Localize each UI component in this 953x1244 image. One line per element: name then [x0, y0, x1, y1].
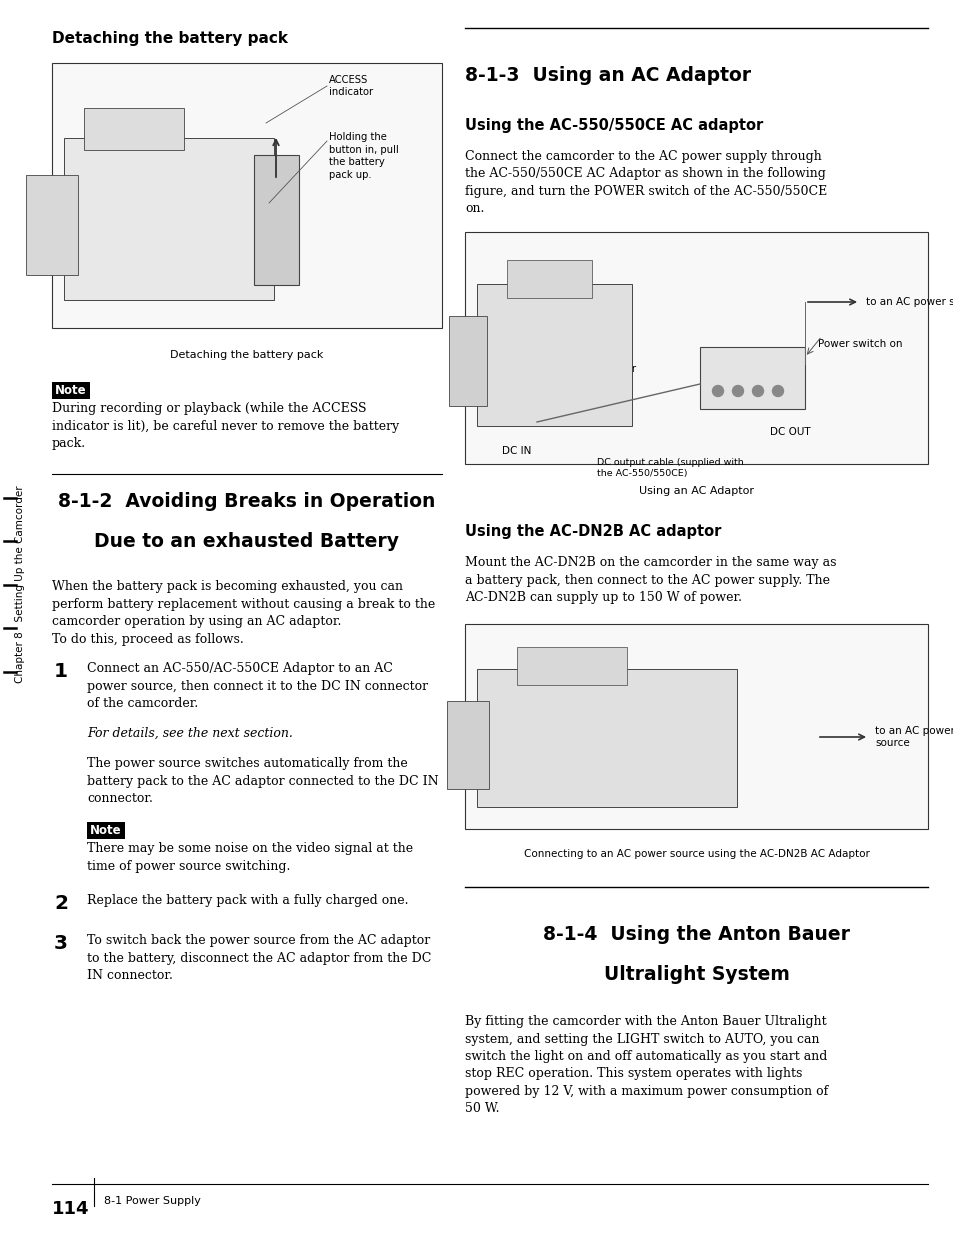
Text: 3: 3	[54, 934, 68, 953]
Bar	[64, 138, 274, 300]
Bar	[476, 669, 737, 807]
Text: Mount the AC-DN2B on the camcorder in the same way as
a battery pack, then conne: Mount the AC-DN2B on the camcorder in th…	[464, 556, 836, 605]
Bar	[517, 647, 626, 685]
Text: 8-1-3  Using an AC Adaptor: 8-1-3 Using an AC Adaptor	[464, 66, 750, 85]
Text: Detaching the battery pack: Detaching the battery pack	[52, 31, 288, 46]
Text: 8-1 Power Supply: 8-1 Power Supply	[104, 1195, 201, 1205]
Text: The power source switches automatically from the
battery pack to the AC adaptor : The power source switches automatically …	[87, 758, 438, 805]
Bar	[700, 347, 804, 409]
Bar	[506, 260, 592, 299]
Text: Replace the battery pack with a fully charged one.: Replace the battery pack with a fully ch…	[87, 894, 408, 907]
Text: 2: 2	[54, 894, 68, 913]
Text: Detaching the battery pack: Detaching the battery pack	[171, 350, 323, 360]
Bar	[449, 316, 486, 406]
Text: Connect the camcorder to the AC power supply through
the AC-550/550CE AC Adaptor: Connect the camcorder to the AC power su…	[464, 151, 826, 215]
Bar	[464, 624, 927, 829]
Text: Note: Note	[55, 383, 87, 397]
Bar	[87, 822, 125, 838]
Text: By fitting the camcorder with the Anton Bauer Ultralight
system, and setting the: By fitting the camcorder with the Anton …	[464, 1015, 827, 1116]
Text: Ultralight System: Ultralight System	[603, 965, 789, 984]
Text: Using an AC Adaptor: Using an AC Adaptor	[639, 486, 753, 496]
Text: Holding the
button in, pull
the battery
pack up.: Holding the button in, pull the battery …	[329, 132, 398, 179]
Text: to an AC power source: to an AC power source	[865, 297, 953, 307]
Bar	[84, 108, 184, 151]
Text: to an AC power
source: to an AC power source	[874, 725, 953, 748]
Text: DC output cable (supplied with
the AC-550/550CE): DC output cable (supplied with the AC-55…	[597, 458, 743, 478]
Bar	[26, 175, 78, 275]
Text: DC IN: DC IN	[501, 447, 531, 457]
Bar	[447, 702, 489, 789]
Bar	[52, 382, 90, 398]
Circle shape	[772, 386, 782, 397]
Text: Connecting to an AC power source using the AC-DN2B AC Adaptor: Connecting to an AC power source using t…	[523, 848, 868, 860]
Circle shape	[752, 386, 762, 397]
Text: To switch back the power source from the AC adaptor
to the battery, disconnect t: To switch back the power source from the…	[87, 934, 431, 982]
Text: 8-1-4  Using the Anton Bauer: 8-1-4 Using the Anton Bauer	[542, 926, 849, 944]
Text: Using the AC-DN2B AC adaptor: Using the AC-DN2B AC adaptor	[464, 524, 720, 539]
Circle shape	[712, 386, 722, 397]
Text: During recording or playback (while the ACCESS
indicator is lit), be careful nev: During recording or playback (while the …	[52, 402, 399, 450]
Text: Chapter 8   Setting Up the Camcorder: Chapter 8 Setting Up the Camcorder	[15, 486, 25, 683]
Text: 8-1-2  Avoiding Breaks in Operation: 8-1-2 Avoiding Breaks in Operation	[58, 491, 436, 511]
Text: Power switch on: Power switch on	[817, 340, 902, 350]
Text: ACCESS
indicator: ACCESS indicator	[329, 75, 373, 97]
Text: DC OUT: DC OUT	[769, 427, 810, 437]
Text: 114: 114	[52, 1200, 90, 1218]
Text: For details, see the next section.: For details, see the next section.	[87, 726, 293, 740]
Text: Note: Note	[91, 824, 122, 837]
Bar	[52, 63, 441, 328]
Text: Using the AC-550/550CE AC adaptor: Using the AC-550/550CE AC adaptor	[464, 118, 762, 133]
Text: 1: 1	[54, 662, 68, 680]
Circle shape	[732, 386, 742, 397]
Bar	[253, 156, 298, 285]
Text: AC Adaptor
AC-550/
550CE: AC Adaptor AC-550/ 550CE	[577, 364, 636, 399]
Text: Due to an exhausted Battery: Due to an exhausted Battery	[94, 532, 399, 551]
Text: Connect an AC-550/AC-550CE Adaptor to an AC
power source, then connect it to the: Connect an AC-550/AC-550CE Adaptor to an…	[87, 662, 428, 710]
Text: When the battery pack is becoming exhausted, you can
perform battery replacement: When the battery pack is becoming exhaus…	[52, 580, 435, 646]
Bar	[476, 284, 631, 425]
Text: There may be some noise on the video signal at the
time of power source switchin: There may be some noise on the video sig…	[87, 842, 413, 872]
Bar	[464, 231, 927, 464]
